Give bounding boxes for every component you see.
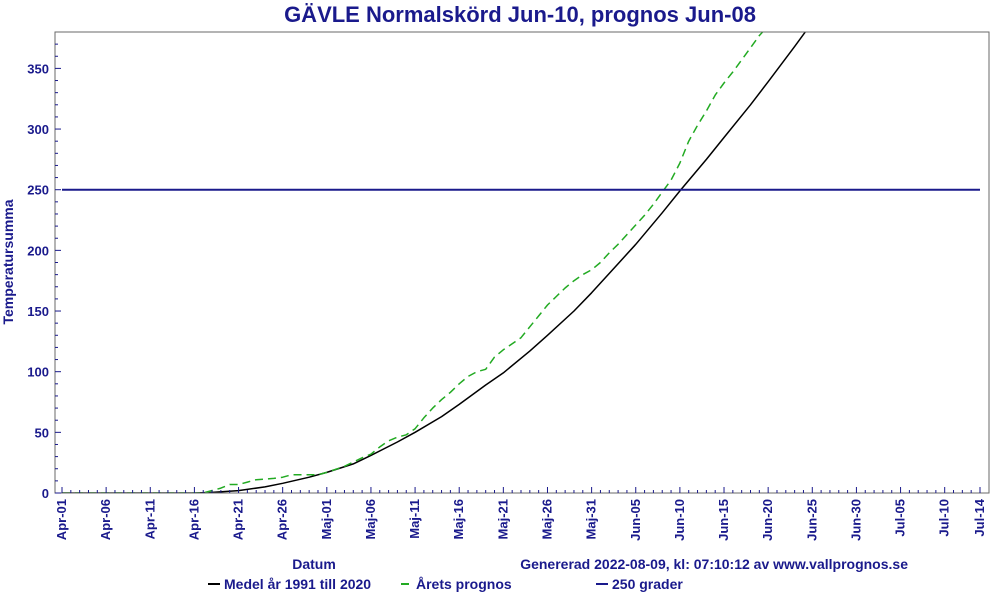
plot-frame [54, 31, 990, 494]
legend: Medel år 1991 till 2020 Årets prognos 250 … [208, 576, 683, 592]
x-tick-label: Apr-01 [54, 499, 69, 540]
y-tick-label: 300 [27, 122, 49, 137]
legend-label-1: Medel år 1991 till 2020 [224, 576, 371, 592]
y-axis: 0 50 100 150 200 250 300 350 [27, 43, 61, 501]
y-tick-label: 250 [27, 183, 49, 198]
x-tick-label: Jul-14 [972, 498, 987, 536]
x-tick-label: Jun-05 [628, 499, 643, 541]
series-layer [62, 32, 980, 493]
x-tick-label: Apr-21 [231, 499, 246, 540]
legend-label-3: 250 grader [612, 576, 683, 592]
x-axis-label: Datum [292, 556, 336, 572]
x-tick-label: Jun-15 [716, 499, 731, 541]
x-tick-label: Jun-30 [848, 499, 863, 541]
x-tick-label: Apr-16 [186, 499, 201, 540]
legend-label-2: Årets prognos [416, 576, 512, 592]
x-tick-label: Maj-11 [407, 499, 422, 539]
y-axis-label: Temperatursumma [0, 199, 16, 324]
x-tick-label: Jul-05 [893, 499, 908, 537]
x-tick-label: Maj-21 [495, 499, 510, 539]
series-line-2 [62, 32, 764, 493]
x-tick-label: Apr-11 [142, 499, 157, 539]
y-tick-label: 100 [27, 365, 49, 380]
y-tick-label: 50 [35, 425, 49, 440]
x-tick-label: Maj-06 [363, 499, 378, 539]
x-tick-label: Jun-10 [672, 499, 687, 541]
y-tick-label: 150 [27, 304, 49, 319]
x-tick-label: Jun-25 [804, 499, 819, 541]
x-tick-label: Maj-01 [319, 499, 334, 539]
y-tick-label: 200 [27, 243, 49, 258]
x-axis: Apr-01 Apr-06 Apr-11 Apr-16 Apr-21 Apr-26 Maj-… [54, 487, 987, 541]
x-tick-label: Maj-26 [539, 499, 554, 539]
x-tick-label: Apr-26 [275, 499, 290, 540]
x-tick-label: Jul-10 [937, 499, 952, 537]
chart-title: GÄVLE Normalskörd Jun-10, prognos Jun-08 [284, 2, 756, 27]
y-tick-label: 0 [42, 486, 49, 501]
x-tick-label: Maj-16 [451, 499, 466, 539]
x-tick-label: Jun-20 [760, 499, 775, 541]
y-tick-label: 350 [27, 61, 49, 76]
generated-note: Genererad 2022-08-09, kl: 07:10:12 av ww… [520, 556, 908, 572]
x-tick-label: Maj-31 [584, 499, 599, 539]
x-tick-label: Apr-06 [98, 499, 113, 540]
series-line-1 [62, 32, 807, 493]
